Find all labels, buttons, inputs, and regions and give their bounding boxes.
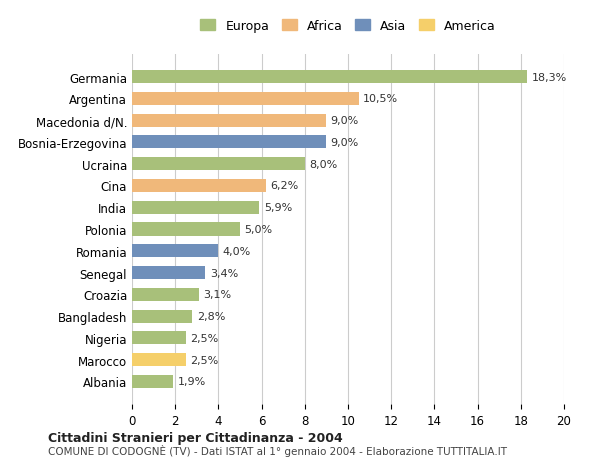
Legend: Europa, Africa, Asia, America: Europa, Africa, Asia, America: [197, 16, 499, 36]
Text: 6,2%: 6,2%: [270, 181, 298, 191]
Bar: [132, 71, 527, 84]
Text: 18,3%: 18,3%: [532, 73, 567, 83]
Bar: [132, 245, 218, 258]
Text: 2,8%: 2,8%: [197, 311, 225, 321]
Text: 10,5%: 10,5%: [363, 94, 398, 104]
Text: 2,5%: 2,5%: [190, 333, 218, 343]
Text: 9,0%: 9,0%: [331, 138, 359, 148]
Bar: [132, 136, 326, 149]
Text: 2,5%: 2,5%: [190, 355, 218, 365]
Bar: [132, 179, 266, 193]
Text: 4,0%: 4,0%: [223, 246, 251, 256]
Bar: [132, 310, 193, 323]
Bar: [132, 266, 205, 280]
Bar: [132, 353, 186, 366]
Bar: [132, 331, 186, 345]
Bar: [132, 93, 359, 106]
Text: 1,9%: 1,9%: [178, 376, 206, 386]
Bar: [132, 158, 305, 171]
Text: 8,0%: 8,0%: [309, 159, 337, 169]
Text: 5,9%: 5,9%: [264, 203, 292, 213]
Text: COMUNE DI CODOGNÈ (TV) - Dati ISTAT al 1° gennaio 2004 - Elaborazione TUTTITALIA: COMUNE DI CODOGNÈ (TV) - Dati ISTAT al 1…: [48, 444, 507, 456]
Bar: [132, 375, 173, 388]
Text: 3,4%: 3,4%: [210, 268, 238, 278]
Bar: [132, 201, 259, 214]
Bar: [132, 114, 326, 128]
Text: Cittadini Stranieri per Cittadinanza - 2004: Cittadini Stranieri per Cittadinanza - 2…: [48, 431, 343, 444]
Text: 5,0%: 5,0%: [244, 224, 272, 235]
Text: 3,1%: 3,1%: [203, 290, 232, 300]
Text: 9,0%: 9,0%: [331, 116, 359, 126]
Bar: [132, 288, 199, 301]
Bar: [132, 223, 240, 236]
